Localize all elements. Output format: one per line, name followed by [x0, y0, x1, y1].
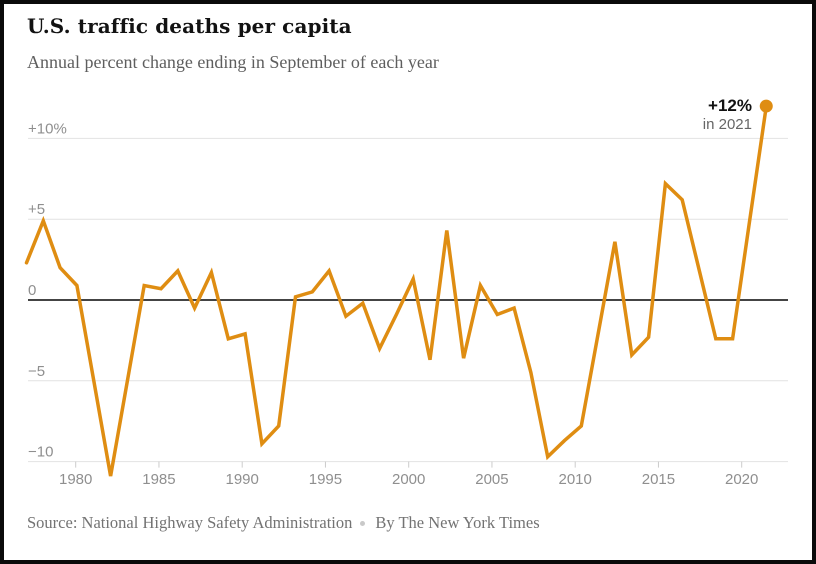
x-axis-label: 2005	[475, 471, 508, 488]
annotation-year: in 2021	[702, 115, 752, 133]
y-axis-label: +5	[28, 201, 45, 218]
y-axis-label: 0	[28, 282, 36, 299]
series-line	[24, 104, 769, 477]
chart-title: U.S. traffic deaths per capita	[27, 14, 352, 38]
separator-dot-icon	[360, 520, 366, 526]
source-text: Source: National Highway Safety Administ…	[27, 513, 353, 532]
x-axis-label: 2010	[559, 471, 592, 488]
x-axis-label: 1985	[142, 471, 175, 488]
source-line: Source: National Highway Safety Administ…	[27, 513, 540, 533]
y-axis-label: +10%	[28, 120, 67, 137]
x-axis-label: 1995	[309, 471, 342, 488]
annotation-value: +12%	[708, 96, 752, 115]
x-axis-label: 2020	[725, 471, 758, 488]
end-point-dot	[759, 99, 773, 113]
byline-text: By The New York Times	[375, 513, 540, 532]
end-point-annotation: +12% in 2021	[703, 96, 752, 133]
y-axis-label: −10	[28, 444, 53, 461]
x-axis-label: 1980	[59, 471, 92, 488]
y-axis-label: −5	[28, 363, 45, 380]
x-axis-label: 2000	[392, 471, 425, 488]
x-axis-label: 2015	[642, 471, 675, 488]
x-axis-label: 1990	[226, 471, 259, 488]
chart-subtitle: Annual percent change ending in Septembe…	[27, 52, 439, 72]
